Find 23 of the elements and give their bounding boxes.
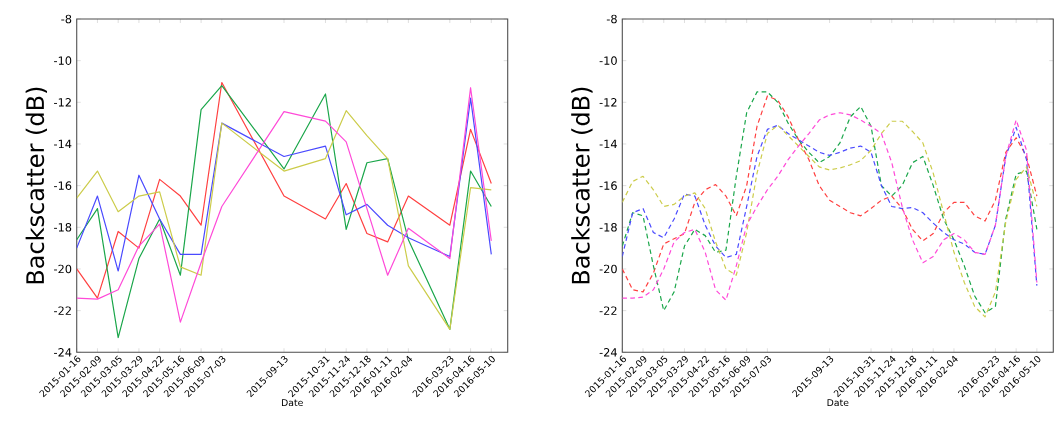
y-tick-label: -16 [599,181,617,190]
y-tick-label: -10 [54,56,72,65]
y-tick-label: -12 [599,98,617,107]
y-tick-label: -18 [599,223,617,232]
y-tick-label: -8 [61,14,72,24]
y-tick-label: -18 [54,223,72,232]
y-tick-label: -24 [54,348,72,357]
y-tick-label: -24 [599,348,617,357]
y-axis-title: Backscatter (dB) [571,87,593,284]
y-axis-title: Backscatter (dB) [25,87,48,284]
y-tick-label: -10 [599,56,617,65]
y-tick-label: -12 [54,98,71,107]
y-tick-label: -20 [599,264,617,274]
y-tick-label: -8 [606,14,617,24]
line-series [76,97,492,272]
y-tick-label: -20 [54,264,72,274]
x-axis-title: Date [281,399,303,407]
y-tick-label: -22 [599,306,617,315]
y-tick-label: -22 [54,306,71,315]
y-tick-label: -16 [54,181,72,190]
y-tick-label: -14 [599,139,617,149]
x-axis-title: Date [827,399,849,407]
y-tick-label: -14 [54,139,72,149]
